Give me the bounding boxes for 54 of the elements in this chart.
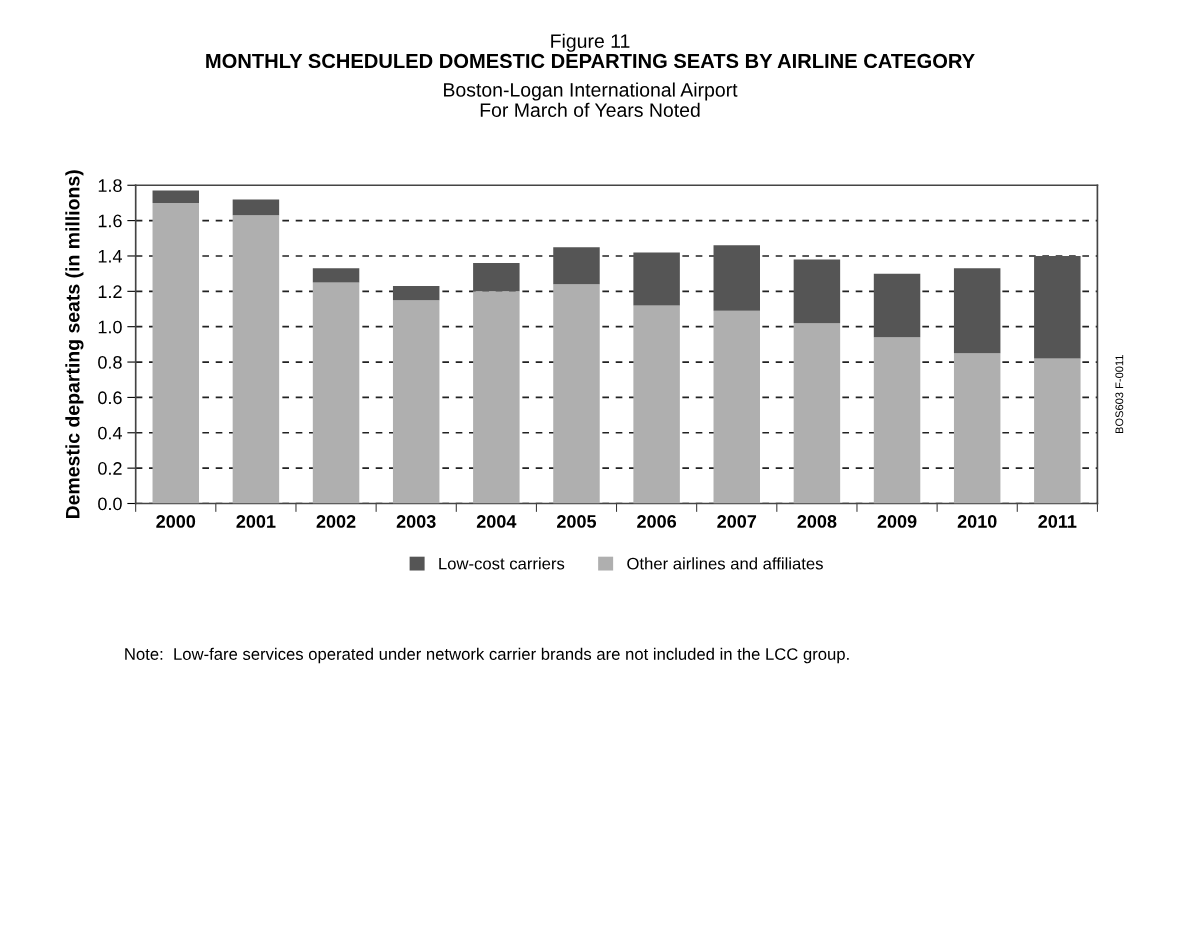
bar — [312, 282, 360, 504]
y-tick-label: 1.0 — [98, 320, 122, 334]
text: Note: Low-fare services operated under network carrier brands are not included in the LCC group. — [125, 647, 849, 664]
bar — [1034, 255, 1081, 359]
x-tick-label: 2011 — [1038, 515, 1077, 528]
bar — [713, 245, 760, 311]
y-tick-label: 1.2 — [98, 285, 122, 298]
x-tick-label: 2004 — [476, 515, 517, 528]
bar — [633, 252, 680, 306]
caption: Figure 11 — [551, 33, 630, 52]
bar — [392, 300, 440, 504]
x-tick-label: 2006 — [637, 515, 677, 528]
x-tick-label: 2005 — [557, 515, 597, 528]
y-axis-title: Demestic departing seats (in millions) — [65, 170, 84, 519]
bar — [553, 284, 600, 504]
y-tick-label: 0.8 — [98, 355, 122, 369]
bar — [473, 263, 520, 292]
bar — [713, 310, 760, 504]
y-tick-label: 1.8 — [98, 179, 122, 192]
x-tick-label: 2001 — [236, 515, 276, 528]
x-tick-label: 2009 — [877, 515, 917, 528]
bar — [312, 268, 360, 283]
y-tick-label: 0.2 — [98, 462, 122, 475]
bar — [232, 215, 280, 504]
text: BOS603 F-0011 — [1115, 355, 1124, 434]
bar — [232, 199, 280, 216]
bar — [152, 202, 200, 504]
legend-label: Other airlines and affiliates — [627, 557, 823, 570]
x-tick-label: 2010 — [957, 515, 997, 528]
chart-subtitle: Boston-Logan International Airport For March of Years Noted — [444, 82, 738, 117]
x-tick-label: 2002 — [316, 515, 356, 528]
bar — [793, 259, 841, 324]
x-tick-label: 2000 — [156, 515, 196, 528]
x-tick-label: 2007 — [717, 515, 757, 528]
bar — [633, 305, 680, 504]
y-tick-label: 0.6 — [98, 391, 122, 405]
y-tick-label: 0.4 — [98, 426, 122, 440]
bar — [1034, 358, 1081, 504]
x-tick-label: 2008 — [797, 515, 837, 528]
bar — [873, 337, 921, 504]
x-tick-label: 2003 — [396, 515, 436, 528]
y-tick-label: 1.4 — [98, 250, 122, 263]
bar — [953, 353, 1001, 504]
bar — [152, 190, 200, 203]
bar — [392, 286, 440, 301]
chart-title: MONTHLY SCHEDULED DOMESTIC DEPARTING SEATS BY AIRLINE CATEGORY — [206, 53, 975, 69]
bar — [793, 323, 841, 504]
bar — [553, 247, 600, 285]
y-tick-label: 1.6 — [98, 214, 122, 228]
y-tick-label: 0.0 — [98, 497, 122, 511]
bar — [473, 291, 520, 504]
bar — [873, 273, 921, 338]
legend-label: Low-cost carriers — [439, 557, 565, 570]
bar — [953, 268, 1001, 354]
